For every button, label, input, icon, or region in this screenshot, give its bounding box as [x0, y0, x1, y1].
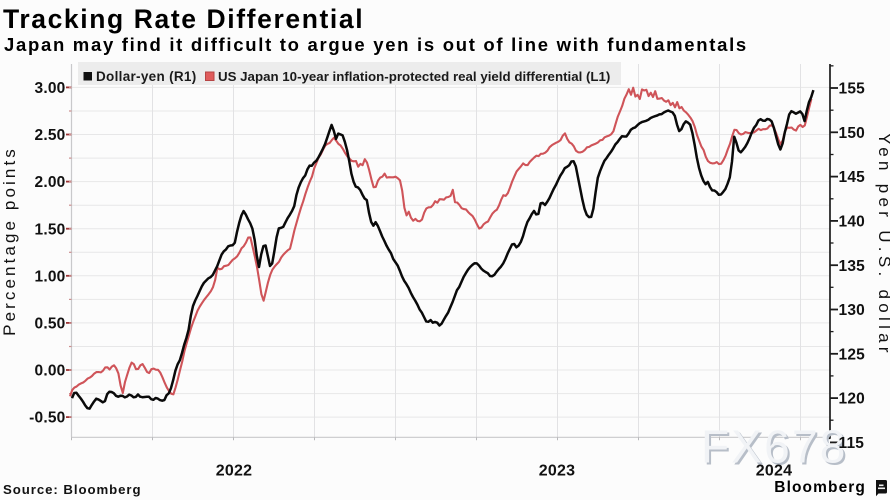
- svg-text:2022: 2022: [216, 463, 252, 480]
- svg-text:Percentage points: Percentage points: [0, 146, 19, 336]
- svg-text:1.00: 1.00: [35, 268, 66, 285]
- svg-text:115: 115: [839, 435, 865, 452]
- svg-text:3.00: 3.00: [35, 80, 66, 97]
- svg-text:120: 120: [839, 391, 865, 408]
- svg-text:US Japan 10-year inflation-pro: US Japan 10-year inflation-protected rea…: [218, 69, 610, 84]
- svg-text:FX678: FX678: [703, 423, 850, 475]
- svg-text:140: 140: [839, 214, 865, 231]
- svg-text:125: 125: [839, 346, 866, 363]
- svg-text:0.50: 0.50: [35, 316, 66, 333]
- svg-text:2.50: 2.50: [35, 127, 66, 144]
- svg-text:150: 150: [839, 125, 865, 142]
- svg-text:2.00: 2.00: [35, 174, 66, 191]
- svg-text:Japan may find it difficult to: Japan may find it difficult to argue yen…: [4, 34, 748, 55]
- svg-text:130: 130: [839, 302, 865, 319]
- svg-text:Tracking Rate Differential: Tracking Rate Differential: [3, 4, 364, 34]
- svg-text:Yen per U.S. dollar: Yen per U.S. dollar: [875, 133, 890, 357]
- svg-text:Source: Bloomberg: Source: Bloomberg: [3, 482, 142, 497]
- svg-text:2024: 2024: [756, 463, 792, 480]
- svg-text:Dollar-yen (R1): Dollar-yen (R1): [96, 69, 197, 84]
- svg-text:Bloomberg: Bloomberg: [774, 479, 866, 496]
- svg-text:0.00: 0.00: [35, 363, 66, 380]
- svg-text:145: 145: [839, 169, 866, 186]
- svg-text:155: 155: [839, 81, 866, 98]
- svg-text:1.50: 1.50: [35, 221, 66, 238]
- svg-text:135: 135: [839, 258, 866, 275]
- svg-text:2023: 2023: [539, 463, 575, 480]
- svg-text:-0.50: -0.50: [29, 410, 65, 427]
- svg-text:FX678: FX678: [701, 421, 848, 473]
